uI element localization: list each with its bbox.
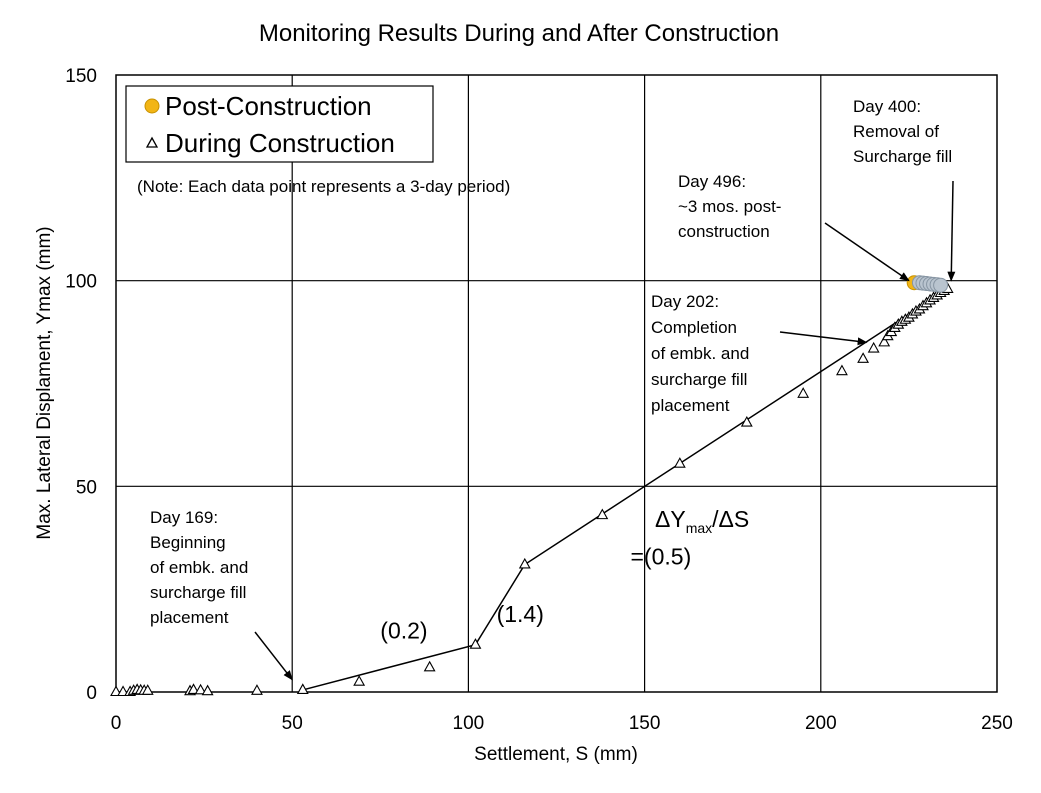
x-tick-label: 250 — [981, 713, 1013, 734]
x-axis-label: Settlement, S (mm) — [474, 744, 638, 765]
legend-post-construction-marker — [144, 98, 160, 114]
slope-label: (1.4) — [497, 601, 544, 627]
x-tick-label: 100 — [453, 713, 485, 734]
slope-labels: (0.2) (1.4) =(0.5) — [380, 543, 691, 643]
tick-labels: 0 50 100 150 200 250 0 50 100 150 — [65, 66, 1013, 734]
during-construction-point — [518, 557, 531, 569]
x-tick-label: 150 — [629, 713, 661, 734]
grid — [116, 75, 997, 692]
y-tick-label: 150 — [65, 66, 97, 87]
during-construction-point — [797, 387, 810, 398]
post-construction-point — [933, 277, 949, 293]
during-construction-point — [141, 684, 154, 695]
legend-during-construction-marker — [145, 136, 159, 148]
x-tick-label: 0 — [111, 713, 122, 734]
y-tick-label: 100 — [65, 272, 97, 293]
annotation-day-496: Day 496: ~3 mos. post- construction — [678, 172, 786, 241]
during-construction-point — [251, 684, 263, 695]
y-tick-label: 0 — [86, 683, 97, 704]
annotation-arrow-day-496 — [824, 222, 910, 282]
chart-title: Monitoring Results During and After Cons… — [259, 20, 779, 47]
during-construction-point — [857, 352, 870, 363]
during-construction-point — [194, 683, 207, 695]
slope-label: =(0.5) — [631, 543, 692, 569]
chart-note: (Note: Each data point represents a 3-da… — [137, 177, 510, 196]
legend-box — [125, 85, 434, 163]
slope-formula: ΔYmax/ΔS — [655, 506, 749, 536]
slope-label: (0.2) — [380, 618, 427, 644]
annotations: Day 169: Beginning of embk. and surcharg… — [150, 97, 956, 681]
annotation-arrow-day-202 — [779, 331, 868, 346]
during-construction-point — [423, 660, 436, 672]
annotation-day-202: Day 202: Completion of embk. and surchar… — [651, 292, 754, 415]
x-tick-label: 50 — [282, 713, 303, 734]
during-construction-point — [296, 683, 309, 694]
slope-formula-rest: /ΔS — [712, 506, 749, 532]
legend-post-construction-label: Post-Construction — [165, 91, 372, 121]
during-construction-point — [353, 675, 366, 686]
during-construction-point — [673, 457, 686, 468]
during-construction-point — [867, 341, 880, 353]
data-points — [110, 275, 954, 697]
y-tick-label: 50 — [76, 477, 97, 498]
annotation-day-169: Day 169: Beginning of embk. and surcharg… — [150, 508, 253, 627]
during-construction-point — [596, 508, 609, 520]
during-construction-point — [740, 415, 753, 427]
during-construction-point — [469, 638, 482, 649]
y-axis-label: Max. Lateral Displament, Ymax (mm) — [34, 226, 55, 539]
during-construction-point — [110, 685, 122, 697]
x-tick-label: 200 — [805, 713, 837, 734]
during-construction-point — [187, 683, 200, 694]
during-construction-point — [878, 335, 891, 347]
during-construction-point — [836, 364, 848, 376]
slope-formula-subscript: max — [686, 520, 712, 536]
annotation-arrow-day-400 — [947, 180, 956, 282]
slope-formula-main: ΔY — [655, 506, 686, 532]
annotation-arrow-day-169 — [254, 631, 293, 681]
plot-frame — [115, 74, 998, 693]
during-construction-point — [117, 685, 129, 697]
trend-line — [302, 288, 949, 691]
annotation-day-400: Day 400: Removal of Surcharge fill — [853, 97, 952, 166]
during-construction-point — [201, 684, 214, 696]
legend-during-construction-label: During Construction — [165, 128, 395, 158]
legend: Post-Construction During Construction — [125, 85, 434, 163]
